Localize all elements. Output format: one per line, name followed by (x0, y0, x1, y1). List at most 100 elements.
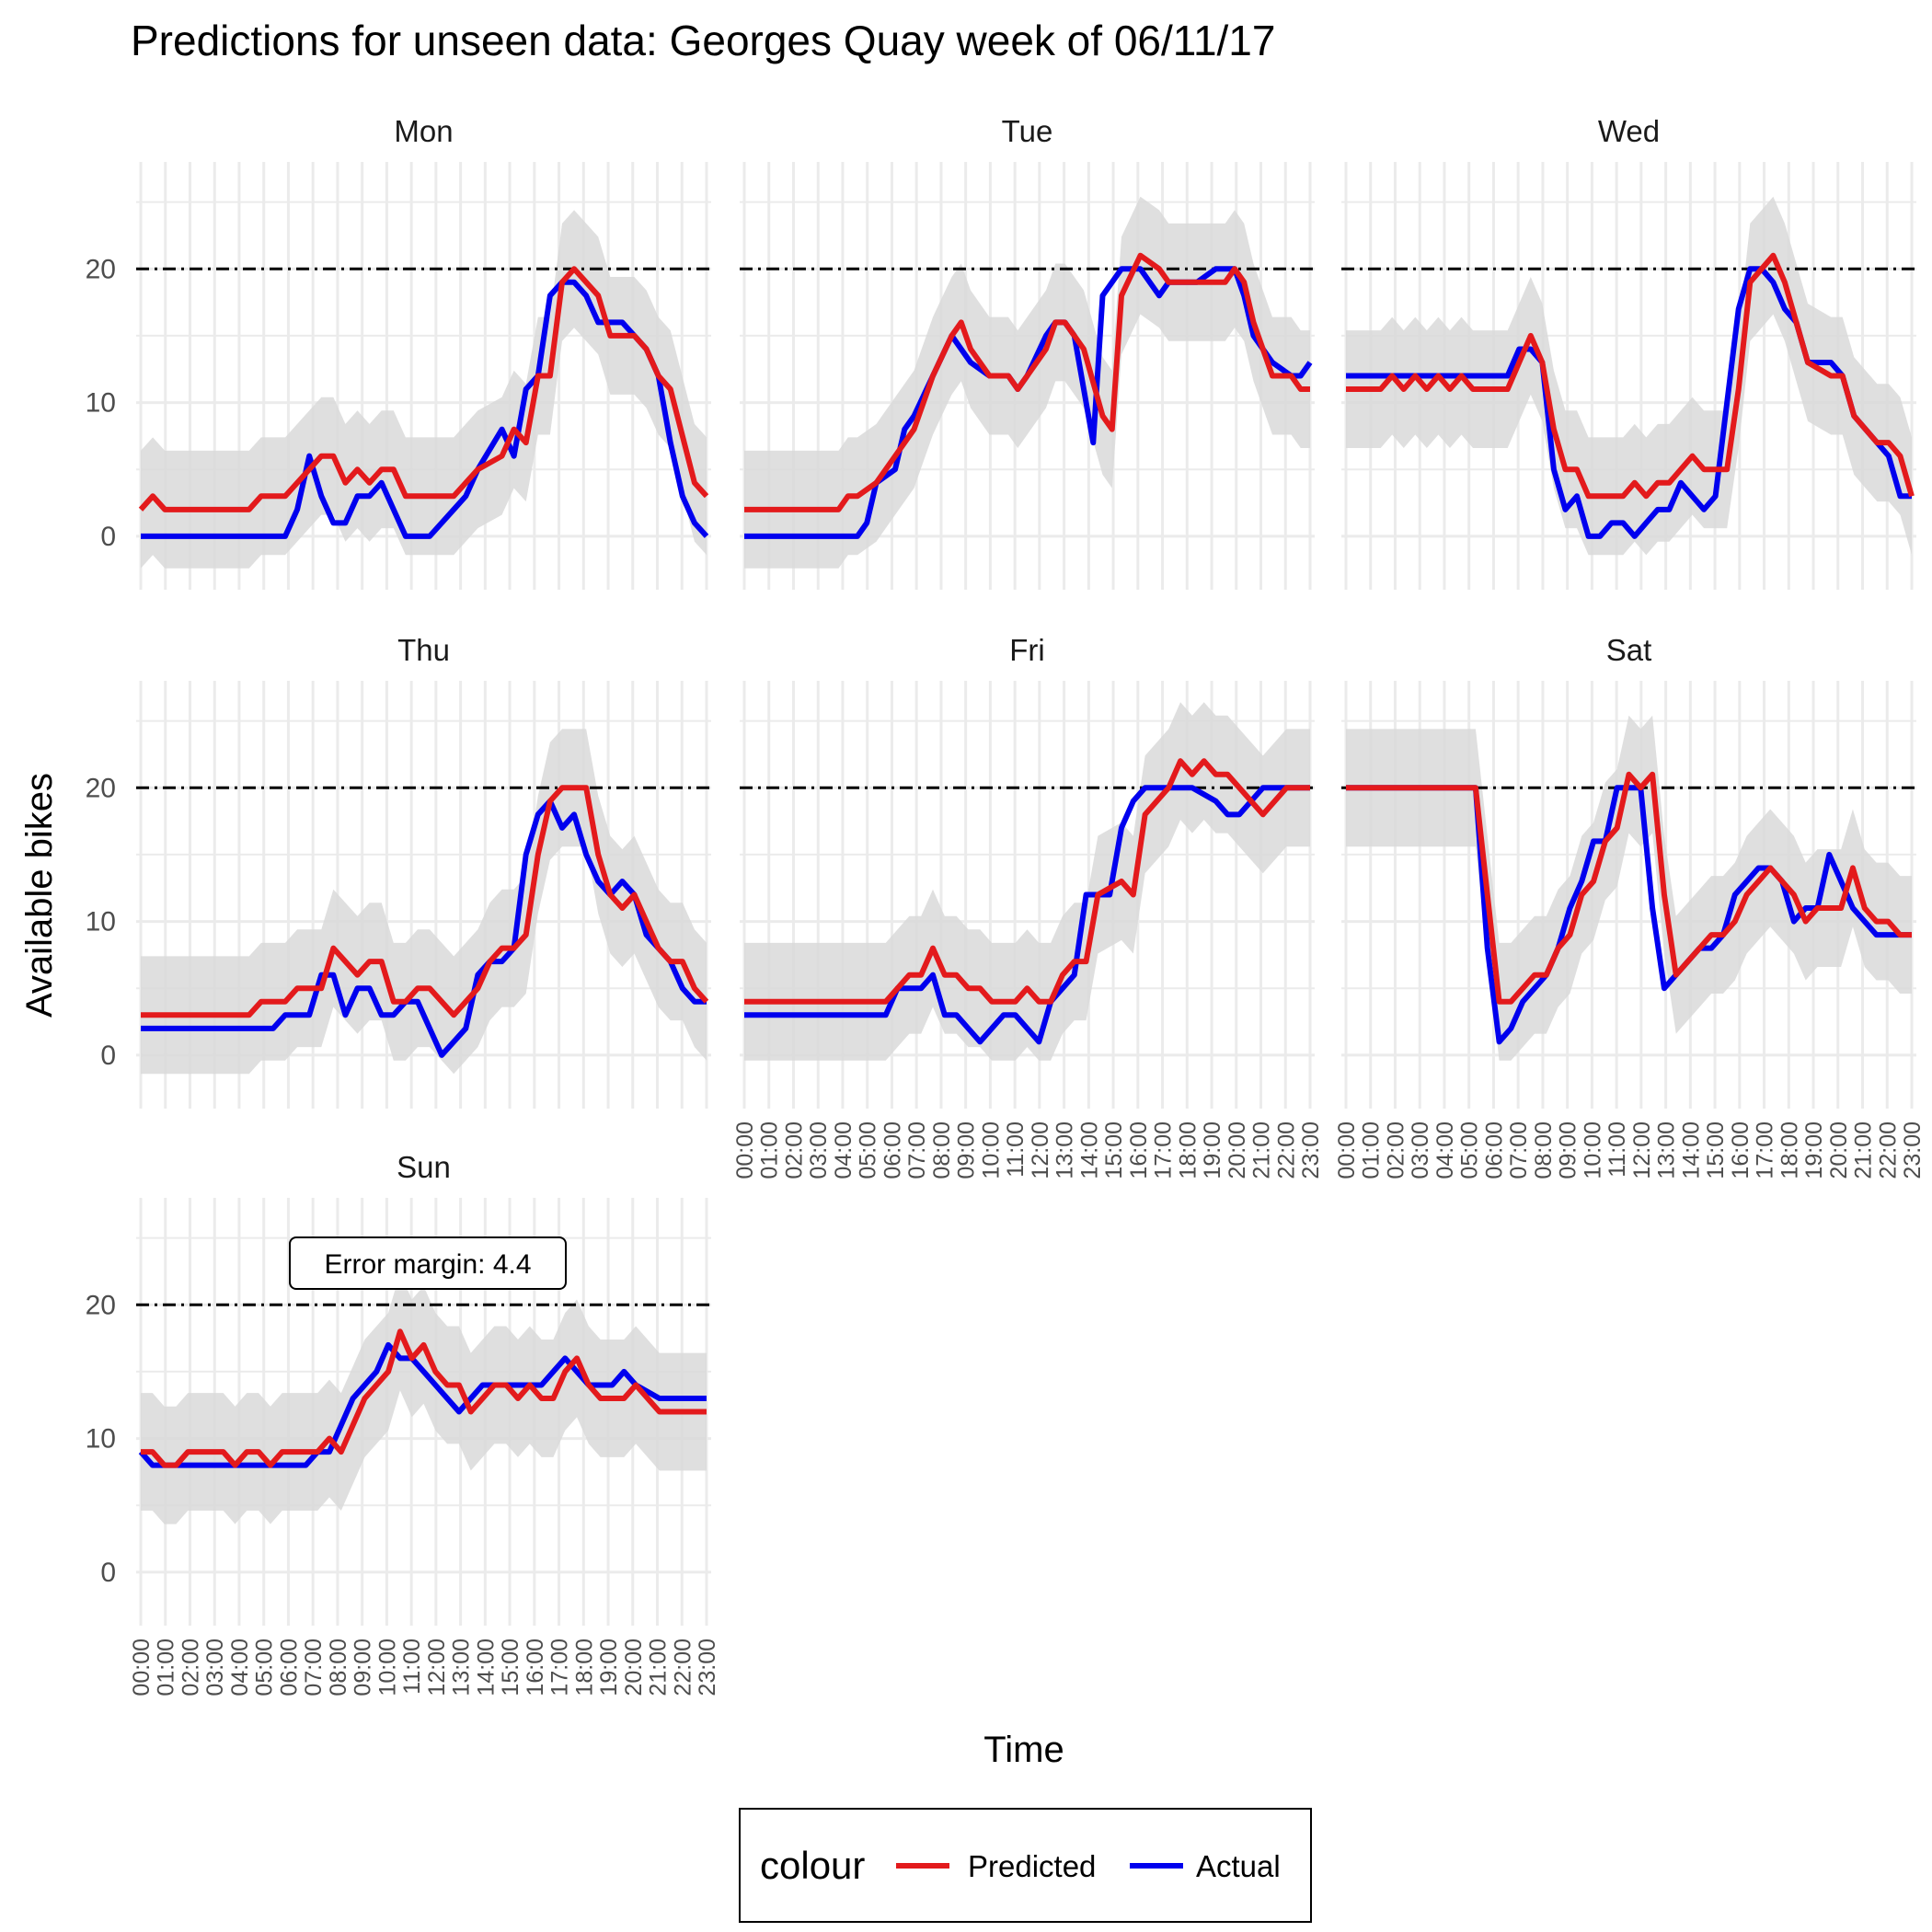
panel-sat: Sat 00:0001:0002:0003:0004:0005:0006:0007… (1334, 633, 1926, 1179)
x-tick-label: 07:00 (301, 1639, 327, 1696)
x-tick-label: 20:00 (1225, 1121, 1250, 1179)
x-tick-label: 03:00 (202, 1639, 228, 1696)
x-tick-label: 05:00 (1457, 1121, 1483, 1179)
x-tick-label: 19:00 (1801, 1121, 1827, 1179)
legend: colour Predicted Actual (739, 1808, 1312, 1923)
legend-box (739, 1808, 1312, 1923)
x-tick-label: 18:00 (1777, 1121, 1802, 1179)
x-tick-label: 15:00 (498, 1639, 523, 1696)
x-tick-label: 19:00 (1200, 1121, 1225, 1179)
x-tick-label: 22:00 (1273, 1121, 1299, 1179)
x-tick-label: 03:00 (806, 1121, 832, 1179)
x-tick-label: 11:00 (1003, 1121, 1029, 1178)
panel-sun: Sun 0 10 20 00:0001:0002:0003:0004:0005:0006… (86, 1150, 720, 1696)
annotation-text: Error margin: 4.4 (324, 1249, 531, 1280)
x-axis-label: Time (983, 1730, 1064, 1770)
x-tick-label: 21:00 (646, 1639, 672, 1696)
annotation-box (289, 1236, 567, 1290)
x-tick-label: 22:00 (670, 1639, 696, 1696)
y-tick-label: 0 (100, 1558, 116, 1588)
x-tick-label: 04:00 (1432, 1121, 1458, 1179)
x-tick-label: 13:00 (449, 1639, 475, 1696)
x-tick-label: 06:00 (880, 1121, 905, 1179)
x-tick-label: 20:00 (1826, 1121, 1852, 1179)
x-tick-label: 08:00 (326, 1639, 351, 1696)
x-tick-label: 12:00 (1629, 1121, 1655, 1179)
x-tick-label: 16:00 (523, 1639, 548, 1696)
y-tick-label: 0 (100, 522, 116, 552)
x-tick-label: 11:00 (1604, 1121, 1630, 1178)
x-tick-label: 05:00 (856, 1121, 881, 1179)
x-tick-label: 23:00 (1900, 1121, 1926, 1179)
panel-thu: Thu 0 10 20 (86, 633, 711, 1109)
x-tick-label: 12:00 (1028, 1121, 1053, 1179)
x-tick-label: 02:00 (178, 1639, 203, 1696)
x-tick-label: 01:00 (154, 1639, 179, 1696)
error-band (141, 729, 707, 1075)
x-tick-label: 15:00 (1101, 1121, 1127, 1179)
x-tick-label: 07:00 (1506, 1121, 1532, 1179)
series-line-predicted (1346, 252, 1915, 500)
series-line-predicted (138, 266, 709, 512)
panel-mon: Mon 0 10 20 (86, 114, 711, 590)
x-tick-label: 18:00 (1175, 1121, 1201, 1179)
error-band (141, 1272, 707, 1524)
x-tick-label: 11:00 (399, 1639, 425, 1695)
y-axis-label: Available bikes (19, 773, 60, 1018)
panel-title: Sun (397, 1150, 451, 1184)
x-tick-label: 18:00 (571, 1639, 597, 1696)
x-tick-label: 13:00 (1654, 1121, 1680, 1179)
x-tick-label: 01:00 (757, 1121, 783, 1179)
series-line-predicted (744, 252, 1310, 512)
y-tick-label: 10 (86, 388, 116, 419)
x-tick-label: 07:00 (904, 1121, 930, 1179)
x-tick-label: 00:00 (1334, 1121, 1360, 1179)
panel-title: Mon (394, 114, 453, 148)
series-line-predicted (141, 785, 709, 1018)
x-tick-label: 23:00 (1298, 1121, 1324, 1179)
error-band (1346, 196, 1912, 556)
y-tick-label: 20 (86, 1290, 116, 1320)
panel-title: Fri (1009, 633, 1044, 667)
x-tick-label: 06:00 (1481, 1121, 1507, 1179)
x-tick-label: 16:00 (1728, 1121, 1754, 1179)
error-band (141, 210, 707, 569)
y-tick-label: 10 (86, 1424, 116, 1455)
x-tick-label: 09:00 (1556, 1121, 1581, 1179)
x-tick-label: 13:00 (1052, 1121, 1078, 1179)
x-tick-label: 14:00 (473, 1639, 499, 1696)
series-line-predicted (141, 1328, 707, 1468)
x-tick-label: 01:00 (1359, 1121, 1385, 1179)
panel-tue: Tue (740, 114, 1315, 590)
x-tick-label: 10:00 (978, 1121, 1004, 1179)
panel-wed: Wed (1341, 114, 1916, 590)
panel-title: Tue (1002, 114, 1053, 148)
y-tick-label: 0 (100, 1041, 116, 1071)
series-line-actual (744, 785, 1310, 1045)
x-tick-label: 14:00 (1678, 1121, 1704, 1179)
x-tick-label: 17:00 (1753, 1121, 1778, 1179)
panel-title: Sat (1606, 633, 1652, 667)
x-tick-label: 10:00 (1580, 1121, 1605, 1179)
x-tick-label: 16:00 (1126, 1121, 1152, 1179)
x-tick-label: 00:00 (732, 1121, 758, 1179)
y-tick-label: 20 (86, 254, 116, 284)
x-tick-label: 06:00 (276, 1639, 302, 1696)
x-tick-label: 21:00 (1851, 1121, 1877, 1179)
panel-fri: Fri 00:0001:0002:0003:0004:0005:0006:0007… (732, 633, 1324, 1179)
legend-label-actual: Actual (1196, 1849, 1281, 1883)
x-tick-label: 09:00 (351, 1639, 376, 1696)
x-tick-label: 15:00 (1703, 1121, 1729, 1179)
chart-title: Predictions for unseen data: Georges Qua… (131, 17, 1275, 64)
x-tick-label: 17:00 (1151, 1121, 1177, 1179)
y-tick-label: 10 (86, 907, 116, 937)
x-tick-label: 12:00 (424, 1639, 450, 1696)
x-tick-label: 23:00 (695, 1639, 720, 1696)
panel-title: Thu (397, 633, 450, 667)
legend-title: colour (760, 1844, 865, 1887)
x-tick-label: 20:00 (621, 1639, 647, 1696)
x-tick-label: 04:00 (227, 1639, 253, 1696)
x-tick-label: 22:00 (1875, 1121, 1901, 1179)
